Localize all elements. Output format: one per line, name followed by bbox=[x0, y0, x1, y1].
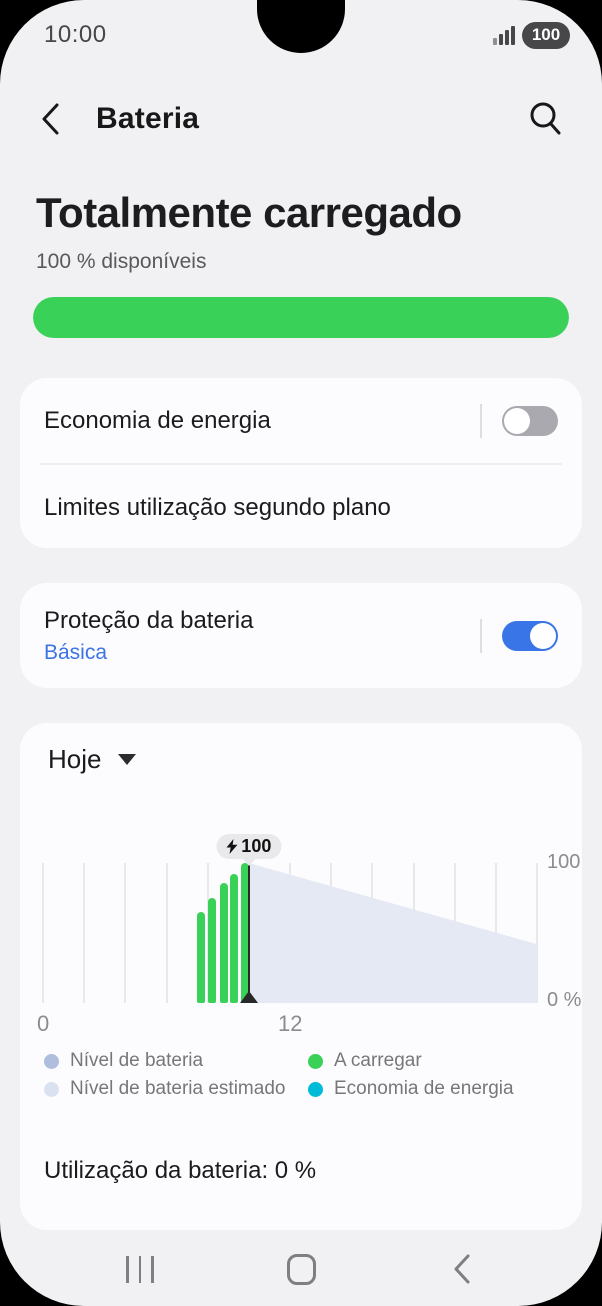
chart-gridline bbox=[206, 863, 209, 1003]
estimated-level-area bbox=[248, 863, 537, 1003]
battery-protection-row[interactable]: Proteção da bateria Básica bbox=[20, 583, 582, 688]
legend-label: A carregar bbox=[334, 1050, 422, 1071]
battery-history-chart bbox=[42, 863, 538, 1003]
home-icon bbox=[286, 1253, 316, 1285]
charge-level-badge: 100 bbox=[216, 834, 282, 859]
nav-back-button[interactable] bbox=[432, 1247, 492, 1291]
power-saving-label: Economia de energia bbox=[44, 406, 271, 434]
search-button[interactable] bbox=[528, 102, 562, 136]
page-title: Bateria bbox=[96, 102, 200, 135]
lightning-bolt-icon bbox=[226, 839, 238, 854]
legend-label: Nível de bateria estimado bbox=[70, 1078, 286, 1099]
battery-percent-subtitle: 100 % disponíveis bbox=[36, 250, 207, 273]
battery-protection-label: Proteção da bateria bbox=[44, 606, 254, 634]
battery-state-title: Totalmente carregado bbox=[36, 189, 462, 236]
navigation-bar bbox=[0, 1232, 602, 1306]
charging-bar bbox=[220, 882, 229, 1003]
current-time-pointer bbox=[239, 991, 258, 1003]
battery-protection-card: Proteção da bateria Básica bbox=[20, 583, 582, 688]
power-saving-toggle[interactable] bbox=[502, 405, 558, 436]
chart-gridline bbox=[83, 863, 86, 1003]
badge-pointer bbox=[241, 858, 256, 866]
search-icon bbox=[530, 102, 561, 135]
row-divider bbox=[480, 618, 482, 653]
power-saving-card: Economia de energia Limites utilização s… bbox=[20, 378, 582, 548]
x-axis-label-0: 0 bbox=[37, 1011, 50, 1036]
power-saving-row[interactable]: Economia de energia bbox=[20, 378, 582, 463]
chart-gridline bbox=[536, 863, 538, 1003]
background-limits-row[interactable]: Limites utilização segundo plano bbox=[20, 465, 582, 550]
background-limits-label: Limites utilização segundo plano bbox=[44, 493, 391, 521]
clock: 10:00 bbox=[44, 21, 107, 48]
legend-dot bbox=[44, 1081, 59, 1097]
status-bar: 10:00 100 bbox=[0, 20, 602, 50]
battery-protection-value: Básica bbox=[44, 640, 108, 664]
row-divider bbox=[480, 403, 482, 438]
battery-status-icon: 100 bbox=[522, 21, 570, 49]
legend-dot bbox=[308, 1053, 323, 1069]
chart-legend: Nível de bateria Nível de bateria estimad… bbox=[44, 1049, 514, 1101]
card-divider bbox=[40, 463, 562, 465]
period-dropdown[interactable]: Hoje bbox=[48, 744, 137, 775]
home-button[interactable] bbox=[271, 1247, 331, 1291]
chart-gridline bbox=[165, 863, 168, 1003]
legend-dot bbox=[308, 1081, 323, 1097]
chart-gridline bbox=[42, 863, 44, 1003]
x-axis-label-12: 12 bbox=[278, 1011, 303, 1036]
chevron-down-icon bbox=[118, 754, 137, 765]
current-time-marker bbox=[247, 863, 251, 1003]
app-header: Bateria bbox=[0, 96, 602, 142]
charging-bar bbox=[197, 912, 206, 1003]
battery-level-fill bbox=[33, 297, 569, 338]
nav-back-icon bbox=[454, 1254, 470, 1284]
battery-usage-summary: Utilização da bateria: 0 % bbox=[44, 1157, 317, 1184]
legend-label: Nível de bateria bbox=[70, 1050, 204, 1071]
charging-bar bbox=[207, 898, 216, 1003]
legend-item: Economia de energia bbox=[308, 1077, 514, 1101]
signal-bars-icon bbox=[493, 25, 515, 45]
charge-level-badge-value: 100 bbox=[241, 836, 272, 856]
period-dropdown-value: Hoje bbox=[48, 744, 102, 774]
chevron-left-icon bbox=[42, 103, 59, 135]
charging-bar bbox=[230, 874, 239, 1003]
battery-chart-card: Hoje 100 100 0 % 0 12 Nível de bateria Ní… bbox=[20, 723, 582, 1230]
battery-protection-toggle[interactable] bbox=[502, 620, 558, 651]
recents-button[interactable] bbox=[110, 1247, 170, 1291]
chart-gridline bbox=[124, 863, 127, 1003]
legend-dot bbox=[44, 1053, 59, 1069]
back-button[interactable] bbox=[40, 101, 74, 137]
recents-icon bbox=[126, 1255, 154, 1283]
battery-level-bar bbox=[33, 297, 569, 338]
legend-item: Nível de bateria estimado bbox=[44, 1077, 308, 1101]
y-axis-min-label: 0 % bbox=[547, 989, 582, 1011]
legend-item: Nível de bateria bbox=[44, 1049, 308, 1073]
legend-label: Economia de energia bbox=[334, 1078, 514, 1099]
charging-bar bbox=[240, 863, 249, 1003]
y-axis-max-label: 100 bbox=[547, 851, 581, 873]
legend-item: A carregar bbox=[308, 1049, 514, 1073]
